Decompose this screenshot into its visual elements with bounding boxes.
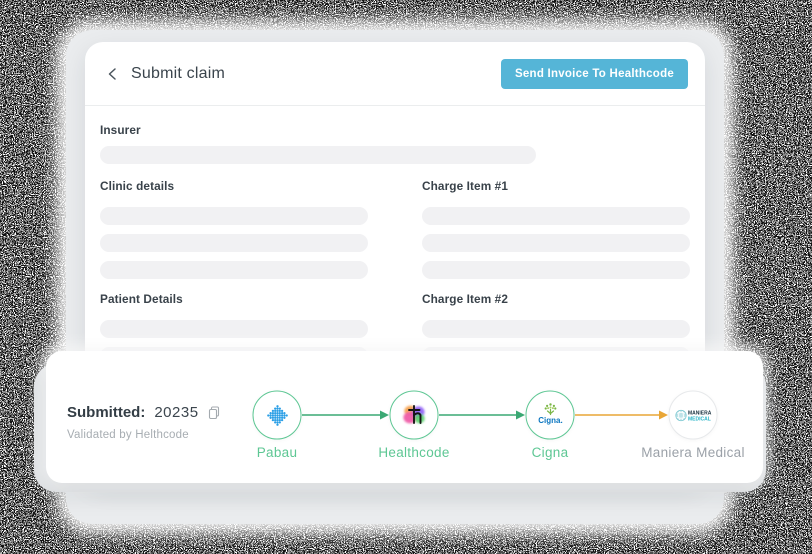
charge-item-1-section: Charge Item #1 [422, 179, 690, 288]
charge-item-1-label: Charge Item #1 [422, 179, 508, 193]
clinic-details-section: Clinic details [100, 179, 368, 288]
maniera-wordmark-top: MANIERA [688, 410, 712, 416]
back-button[interactable] [102, 63, 124, 85]
chevron-left-icon [108, 67, 116, 80]
submitted-line: Submitted: 20235 [67, 404, 222, 421]
patient-details-label: Patient Details [100, 292, 183, 306]
maniera-wordmark-bottom: MEDICAL [688, 416, 711, 422]
charge-item-2-field-placeholder[interactable] [422, 320, 690, 338]
step-circle-maniera[interactable]: MANIERA MEDICAL [668, 390, 718, 440]
arrow-cigna-to-maniera [575, 410, 668, 420]
step-label-healthcode: Healthcode [378, 445, 450, 460]
step-circle-healthcode[interactable] [389, 390, 439, 440]
copy-button[interactable] [208, 405, 222, 421]
patient-field-placeholder[interactable] [100, 320, 368, 338]
step-circle-pabau[interactable] [252, 390, 302, 440]
claim-status-card: Submitted: 20235 Validated by Helthcode [46, 351, 763, 483]
validated-by-text: Validated by Helthcode [67, 429, 189, 441]
claim-form: Insurer Clinic details Charge Item #1 Pa… [85, 106, 705, 378]
submitted-claim-number: 20235 [154, 404, 199, 421]
page-title: Submit claim [131, 64, 225, 82]
cigna-logo-icon: Cigna. [538, 402, 562, 425]
charge-item-1-field-placeholder[interactable] [422, 207, 690, 225]
cigna-wordmark: Cigna. [538, 416, 562, 425]
insurer-field-placeholder[interactable] [100, 146, 536, 164]
step-label-pabau: Pabau [256, 445, 298, 460]
insurer-label: Insurer [100, 123, 141, 137]
copy-icon [208, 405, 219, 419]
pabau-logo-icon [266, 404, 288, 426]
send-invoice-button[interactable]: Send Invoice To Healthcode [500, 58, 688, 89]
step-label-maniera: Maniera Medical [641, 445, 745, 460]
clinic-field-placeholder[interactable] [100, 261, 368, 279]
arrow-pabau-to-healthcode [302, 410, 389, 420]
clinic-field-placeholder[interactable] [100, 234, 368, 252]
charge-item-1-field-placeholder[interactable] [422, 261, 690, 279]
clinic-field-placeholder[interactable] [100, 207, 368, 225]
step-circle-cigna[interactable]: Cigna. [525, 390, 575, 440]
charge-item-1-field-placeholder[interactable] [422, 234, 690, 252]
step-label-cigna: Cigna [531, 445, 569, 460]
clinic-details-label: Clinic details [100, 179, 175, 193]
healthcode-logo-icon [402, 404, 425, 424]
maniera-medical-logo-icon: MANIERA MEDICAL [674, 409, 712, 422]
charge-item-2-label: Charge Item #2 [422, 292, 508, 306]
arrow-healthcode-to-cigna [439, 410, 525, 420]
claim-card-header: Submit claim Send Invoice To Healthcode [85, 42, 705, 106]
submitted-label: Submitted: [67, 404, 146, 421]
form-grid: Clinic details Charge Item #1 Patient De… [100, 179, 690, 378]
